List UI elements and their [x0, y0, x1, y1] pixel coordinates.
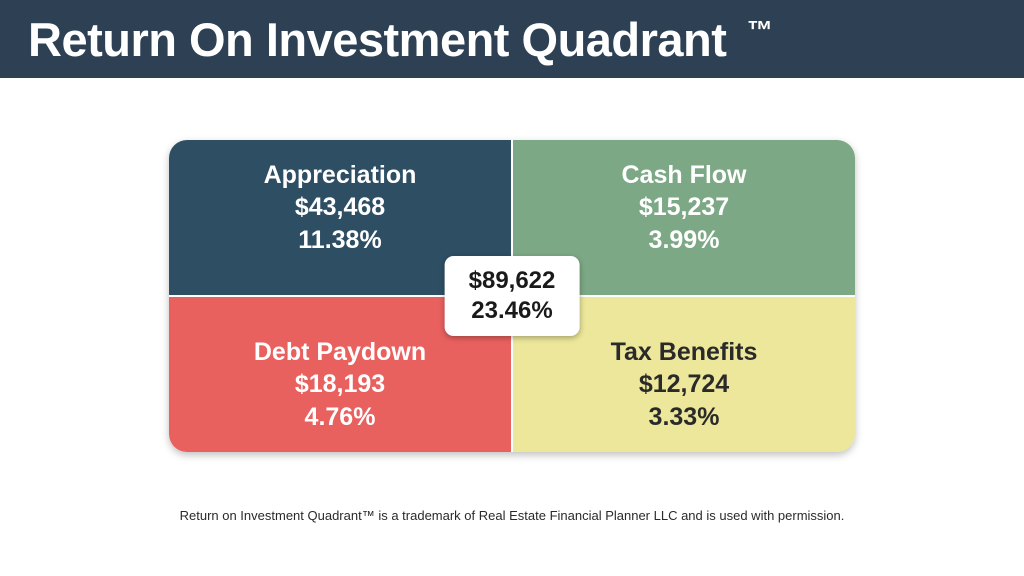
trademark-symbol: ™ [747, 15, 773, 45]
cell-percent: 3.33% [649, 401, 720, 434]
title-text: Return On Investment Quadrant [28, 13, 726, 66]
page-title: Return On Investment Quadrant ™ [28, 12, 772, 67]
footer-disclaimer: Return on Investment Quadrant™ is a trad… [0, 508, 1024, 523]
center-percent: 23.46% [469, 296, 556, 326]
cell-label: Appreciation [264, 159, 417, 192]
cell-label: Cash Flow [621, 159, 746, 192]
cell-amount: $43,468 [295, 191, 385, 224]
quadrant-container: Appreciation $43,468 11.38% Cash Flow $1… [169, 140, 855, 452]
cell-amount: $12,724 [639, 368, 729, 401]
cell-percent: 4.76% [305, 401, 376, 434]
cell-amount: $15,237 [639, 191, 729, 224]
cell-percent: 3.99% [649, 224, 720, 257]
quadrant-center-total: $89,622 23.46% [445, 256, 580, 336]
cell-percent: 11.38% [298, 224, 381, 257]
header-bar: Return On Investment Quadrant ™ [0, 0, 1024, 78]
cell-label: Debt Paydown [254, 336, 426, 369]
cell-amount: $18,193 [295, 368, 385, 401]
center-amount: $89,622 [469, 266, 556, 296]
cell-label: Tax Benefits [611, 336, 758, 369]
